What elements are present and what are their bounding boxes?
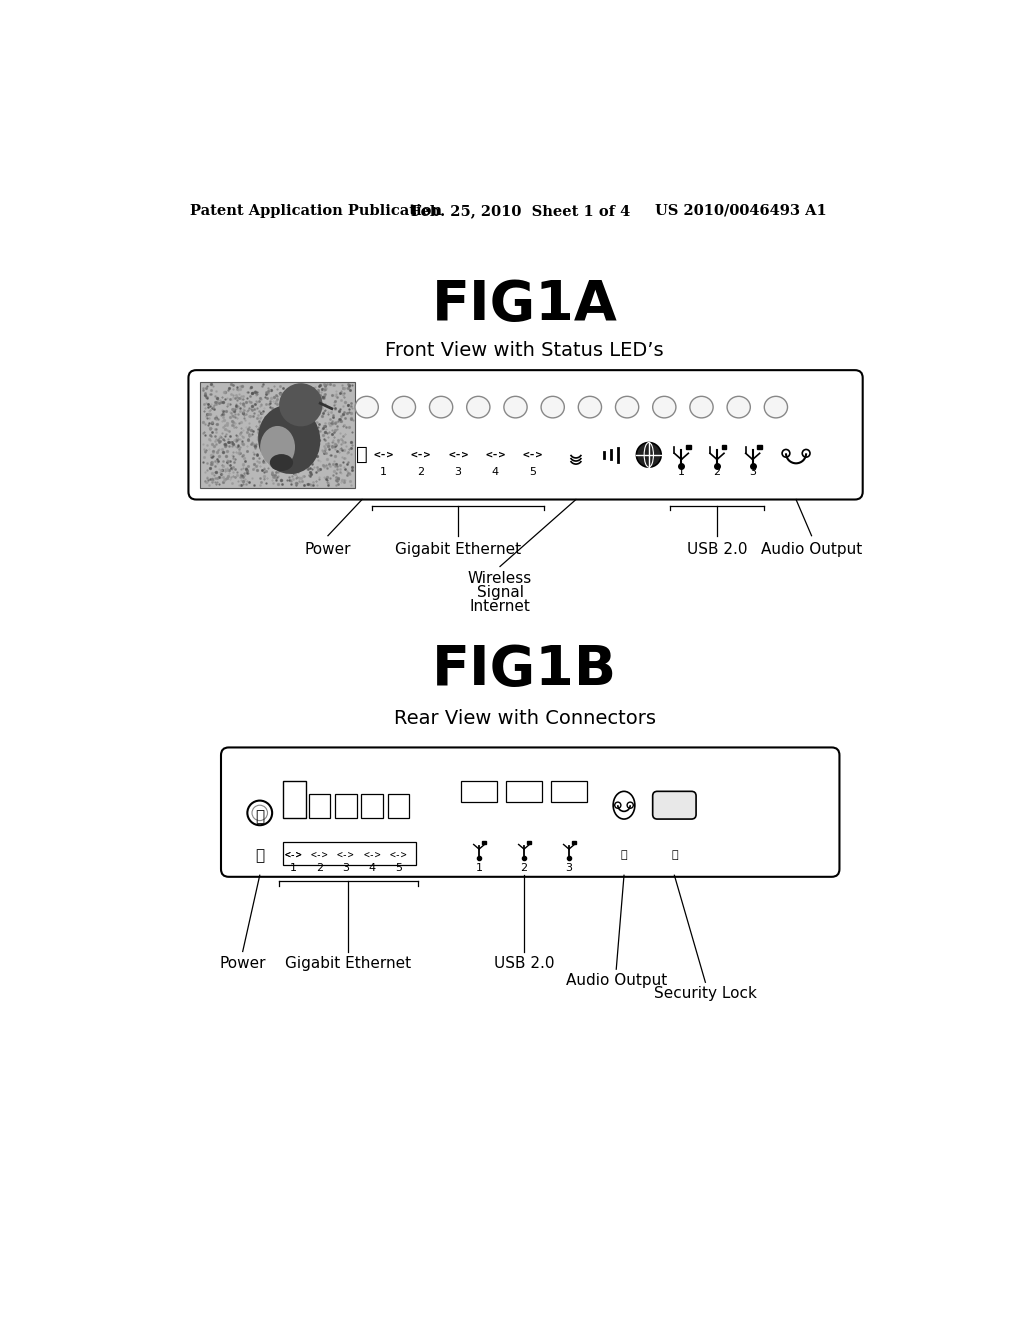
Text: 3: 3 bbox=[750, 467, 756, 477]
Ellipse shape bbox=[258, 405, 321, 474]
Text: 3: 3 bbox=[455, 467, 462, 477]
Text: Feb. 25, 2010  Sheet 1 of 4: Feb. 25, 2010 Sheet 1 of 4 bbox=[411, 203, 630, 218]
Bar bbox=[388, 795, 410, 817]
Text: Gigabit Ethernet: Gigabit Ethernet bbox=[286, 956, 412, 972]
Text: 2: 2 bbox=[520, 862, 527, 873]
Ellipse shape bbox=[613, 792, 635, 818]
FancyBboxPatch shape bbox=[221, 747, 840, 876]
Ellipse shape bbox=[652, 396, 676, 418]
Text: <->: <-> bbox=[364, 850, 381, 861]
Text: Rear View with Connectors: Rear View with Connectors bbox=[394, 709, 655, 729]
Text: Power: Power bbox=[219, 956, 266, 972]
Text: 2: 2 bbox=[315, 862, 323, 873]
Text: 4: 4 bbox=[492, 467, 499, 477]
Text: Security Lock: Security Lock bbox=[654, 986, 757, 1001]
Text: 1: 1 bbox=[475, 862, 482, 873]
Text: 🎧: 🎧 bbox=[621, 850, 628, 861]
Text: Gigabit Ethernet: Gigabit Ethernet bbox=[395, 543, 521, 557]
Text: <->: <-> bbox=[285, 850, 302, 861]
Text: US 2010/0046493 A1: US 2010/0046493 A1 bbox=[655, 203, 826, 218]
Text: Signal: Signal bbox=[476, 585, 523, 601]
Ellipse shape bbox=[615, 396, 639, 418]
Text: <->: <-> bbox=[449, 450, 468, 459]
Bar bbox=[461, 780, 497, 803]
Text: 5: 5 bbox=[395, 862, 402, 873]
Ellipse shape bbox=[429, 396, 453, 418]
Bar bbox=[758, 445, 762, 449]
Text: <->: <-> bbox=[285, 850, 302, 861]
Text: <->: <-> bbox=[310, 850, 329, 861]
Text: Wireless: Wireless bbox=[468, 572, 532, 586]
Bar bbox=[335, 795, 356, 817]
Text: 3: 3 bbox=[342, 862, 349, 873]
Text: 3: 3 bbox=[565, 862, 572, 873]
Ellipse shape bbox=[727, 396, 751, 418]
FancyBboxPatch shape bbox=[188, 370, 862, 499]
Ellipse shape bbox=[579, 396, 601, 418]
Ellipse shape bbox=[467, 396, 489, 418]
Ellipse shape bbox=[260, 426, 295, 469]
Bar bbox=[308, 795, 331, 817]
Bar bbox=[527, 841, 531, 845]
Text: 1: 1 bbox=[290, 862, 297, 873]
Bar bbox=[686, 445, 690, 449]
Bar bbox=[283, 780, 306, 817]
Text: 1: 1 bbox=[380, 467, 387, 477]
Circle shape bbox=[636, 442, 662, 467]
Circle shape bbox=[252, 805, 267, 821]
FancyBboxPatch shape bbox=[652, 792, 696, 818]
Text: Internet: Internet bbox=[470, 599, 530, 614]
Text: 2: 2 bbox=[714, 467, 721, 477]
Bar bbox=[200, 381, 355, 488]
Ellipse shape bbox=[392, 396, 416, 418]
Circle shape bbox=[248, 800, 272, 825]
Text: ⏻: ⏻ bbox=[356, 445, 368, 465]
Text: Audio Output: Audio Output bbox=[761, 543, 862, 557]
Text: 1: 1 bbox=[678, 467, 685, 477]
Text: 5: 5 bbox=[529, 467, 536, 477]
Ellipse shape bbox=[541, 396, 564, 418]
Text: <->: <-> bbox=[374, 450, 394, 459]
Ellipse shape bbox=[270, 454, 293, 471]
Text: <->: <-> bbox=[485, 450, 506, 459]
Ellipse shape bbox=[504, 396, 527, 418]
Bar bbox=[551, 780, 587, 803]
Ellipse shape bbox=[355, 396, 378, 418]
Text: <->: <-> bbox=[411, 450, 431, 459]
Text: USB 2.0: USB 2.0 bbox=[494, 956, 554, 972]
Bar bbox=[506, 780, 542, 803]
Text: 🔒: 🔒 bbox=[671, 850, 678, 861]
Text: FIG1B: FIG1B bbox=[432, 643, 617, 697]
Ellipse shape bbox=[690, 396, 713, 418]
Text: <->: <-> bbox=[390, 850, 408, 861]
Text: Patent Application Publication: Patent Application Publication bbox=[190, 203, 442, 218]
Text: FIG1A: FIG1A bbox=[432, 277, 617, 331]
Bar bbox=[361, 795, 383, 817]
Text: Audio Output: Audio Output bbox=[565, 973, 667, 989]
Text: 2: 2 bbox=[418, 467, 425, 477]
Text: <->: <-> bbox=[522, 450, 543, 459]
Text: ⏻: ⏻ bbox=[255, 809, 264, 824]
Text: Front View with Status LED’s: Front View with Status LED’s bbox=[385, 342, 665, 360]
Circle shape bbox=[280, 383, 323, 426]
Bar bbox=[572, 841, 575, 845]
Text: ⏻: ⏻ bbox=[255, 847, 264, 863]
Bar bbox=[722, 445, 726, 449]
Text: 4: 4 bbox=[369, 862, 376, 873]
Text: <->: <-> bbox=[337, 850, 354, 861]
Text: Power: Power bbox=[305, 543, 351, 557]
Bar bbox=[283, 842, 416, 866]
Text: USB 2.0: USB 2.0 bbox=[687, 543, 748, 557]
Bar bbox=[482, 841, 486, 845]
Ellipse shape bbox=[764, 396, 787, 418]
